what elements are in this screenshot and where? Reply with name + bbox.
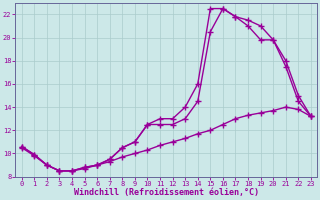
X-axis label: Windchill (Refroidissement éolien,°C): Windchill (Refroidissement éolien,°C) — [74, 188, 259, 197]
